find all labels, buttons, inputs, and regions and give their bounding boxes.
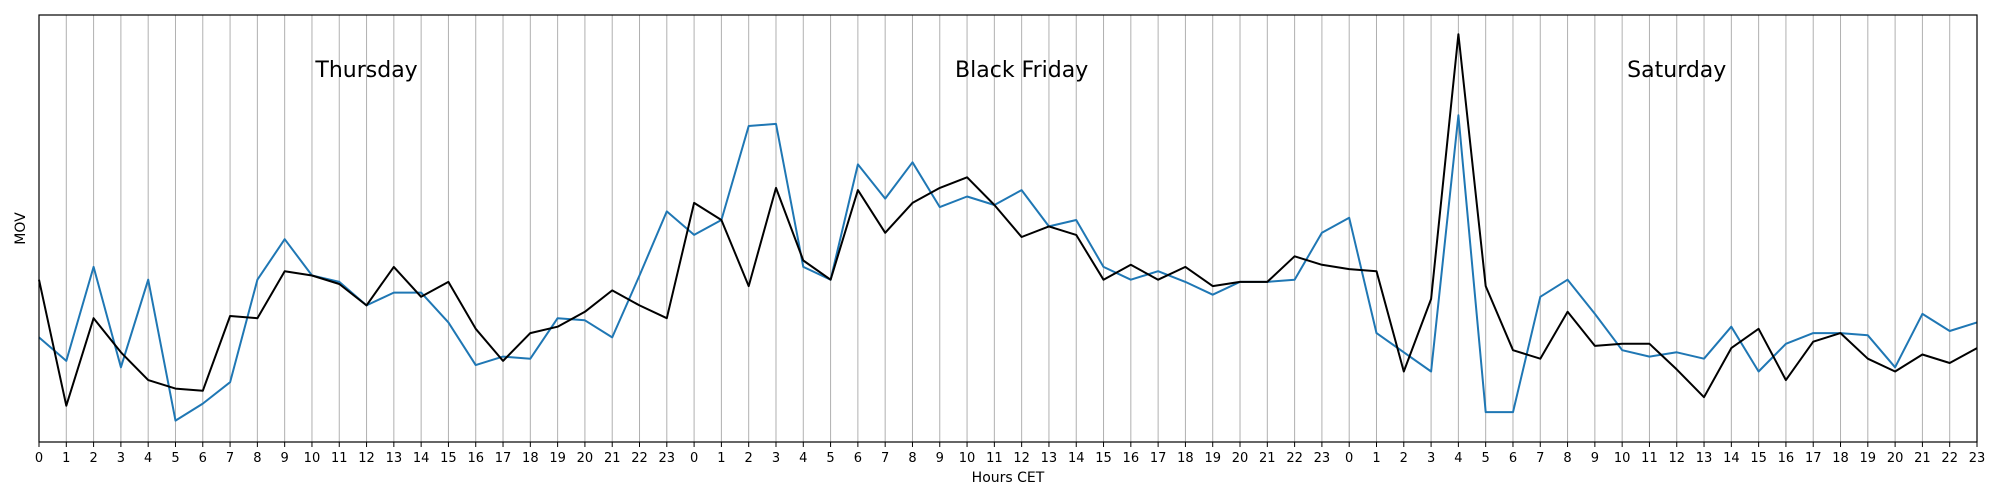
x-tick-label: 9 [936, 451, 944, 466]
x-axis-label: Hours CET [972, 470, 1045, 486]
x-tick-label: 15 [440, 451, 457, 466]
x-tick-label: 18 [522, 451, 539, 466]
x-tick-label: 1 [1372, 451, 1380, 466]
x-tick-label: 7 [1536, 451, 1544, 466]
x-tick-label: 8 [1563, 451, 1571, 466]
x-tick-label: 17 [495, 451, 512, 466]
x-tick-label: 4 [799, 451, 807, 466]
x-tick-label: 16 [467, 451, 484, 466]
x-tick-label: 9 [1591, 451, 1599, 466]
x-tick-label: 20 [577, 451, 594, 466]
x-tick-label: 16 [1123, 451, 1140, 466]
x-tick-label: 11 [331, 451, 348, 466]
x-tick-label: 10 [304, 451, 321, 466]
x-tick-label: 6 [199, 451, 207, 466]
x-tick-label: 23 [659, 451, 676, 466]
x-tick-label: 2 [745, 451, 753, 466]
x-tick-label: 1 [717, 451, 725, 466]
x-tick-label: 13 [386, 451, 403, 466]
y-axis-label: MOV [13, 212, 29, 245]
x-tick-label: 19 [1204, 451, 1221, 466]
x-tick-label: 10 [1614, 451, 1631, 466]
x-tick-label: 14 [1723, 451, 1740, 466]
x-tick-label: 6 [1509, 451, 1517, 466]
x-tick-label: 2 [1400, 451, 1408, 466]
x-tick-label: 8 [253, 451, 261, 466]
day-annotation: Thursday [314, 58, 417, 83]
vertical-grid [38, 15, 1978, 442]
x-tick-label: 21 [1259, 451, 1276, 466]
x-tick-label: 5 [1482, 451, 1490, 466]
x-tick-label: 3 [117, 451, 125, 466]
x-tick-label: 4 [144, 451, 152, 466]
x-tick-label: 1 [62, 451, 70, 466]
day-annotation: Saturday [1627, 58, 1726, 83]
day-annotation: Black Friday [955, 58, 1088, 83]
x-tick-label: 13 [1041, 451, 1058, 466]
x-tick-label: 3 [772, 451, 780, 466]
x-tick-label: 11 [1641, 451, 1658, 466]
x-tick-label: 15 [1750, 451, 1767, 466]
x-tick-label: 15 [1095, 451, 1112, 466]
x-tick-label: 12 [1668, 451, 1685, 466]
x-tick-label: 14 [413, 451, 430, 466]
x-tick-label: 12 [1013, 451, 1030, 466]
x-tick-label: 19 [1860, 451, 1877, 466]
x-tick-label: 23 [1969, 451, 1986, 466]
x-tick-labels: 0 1 2 3 4 5 6 7 8 9 10 11 12 13 14 15 16 17 18 19 20 21 22 23 0 1… [35, 442, 1985, 466]
x-tick-label: 17 [1805, 451, 1822, 466]
x-tick-label: 8 [908, 451, 916, 466]
x-tick-label: 22 [631, 451, 648, 466]
x-tick-label: 6 [854, 451, 862, 466]
x-tick-label: 10 [959, 451, 976, 466]
series-line-1 [38, 114, 1978, 422]
x-tick-label: 0 [1345, 451, 1353, 466]
day-annotations: Thursday Black Friday Saturday [314, 58, 1726, 83]
x-tick-label: 21 [1914, 451, 1931, 466]
x-tick-label: 20 [1887, 451, 1904, 466]
x-tick-label: 17 [1150, 451, 1167, 466]
x-tick-label: 20 [1232, 451, 1249, 466]
x-tick-label: 0 [35, 451, 43, 466]
x-tick-label: 5 [826, 451, 834, 466]
series-layer [38, 33, 1978, 422]
x-tick-label: 18 [1832, 451, 1849, 466]
x-tick-label: 13 [1696, 451, 1713, 466]
x-tick-label: 16 [1778, 451, 1795, 466]
x-tick-label: 18 [1177, 451, 1194, 466]
x-tick-label: 11 [986, 451, 1003, 466]
x-tick-label: 9 [281, 451, 289, 466]
x-tick-label: 4 [1454, 451, 1462, 466]
x-tick-label: 22 [1286, 451, 1303, 466]
series-line-2 [38, 33, 1978, 407]
x-tick-label: 23 [1314, 451, 1331, 466]
x-tick-label: 21 [604, 451, 621, 466]
x-tick-label: 12 [358, 451, 375, 466]
x-tick-label: 2 [89, 451, 97, 466]
x-tick-label: 22 [1941, 451, 1958, 466]
x-tick-label: 14 [1068, 451, 1085, 466]
x-tick-label: 19 [549, 451, 566, 466]
x-tick-label: 0 [690, 451, 698, 466]
x-tick-label: 5 [171, 451, 179, 466]
x-tick-label: 7 [226, 451, 234, 466]
plot-frame [38, 14, 1978, 443]
x-tick-label: 3 [1427, 451, 1435, 466]
x-tick-label: 7 [881, 451, 889, 466]
